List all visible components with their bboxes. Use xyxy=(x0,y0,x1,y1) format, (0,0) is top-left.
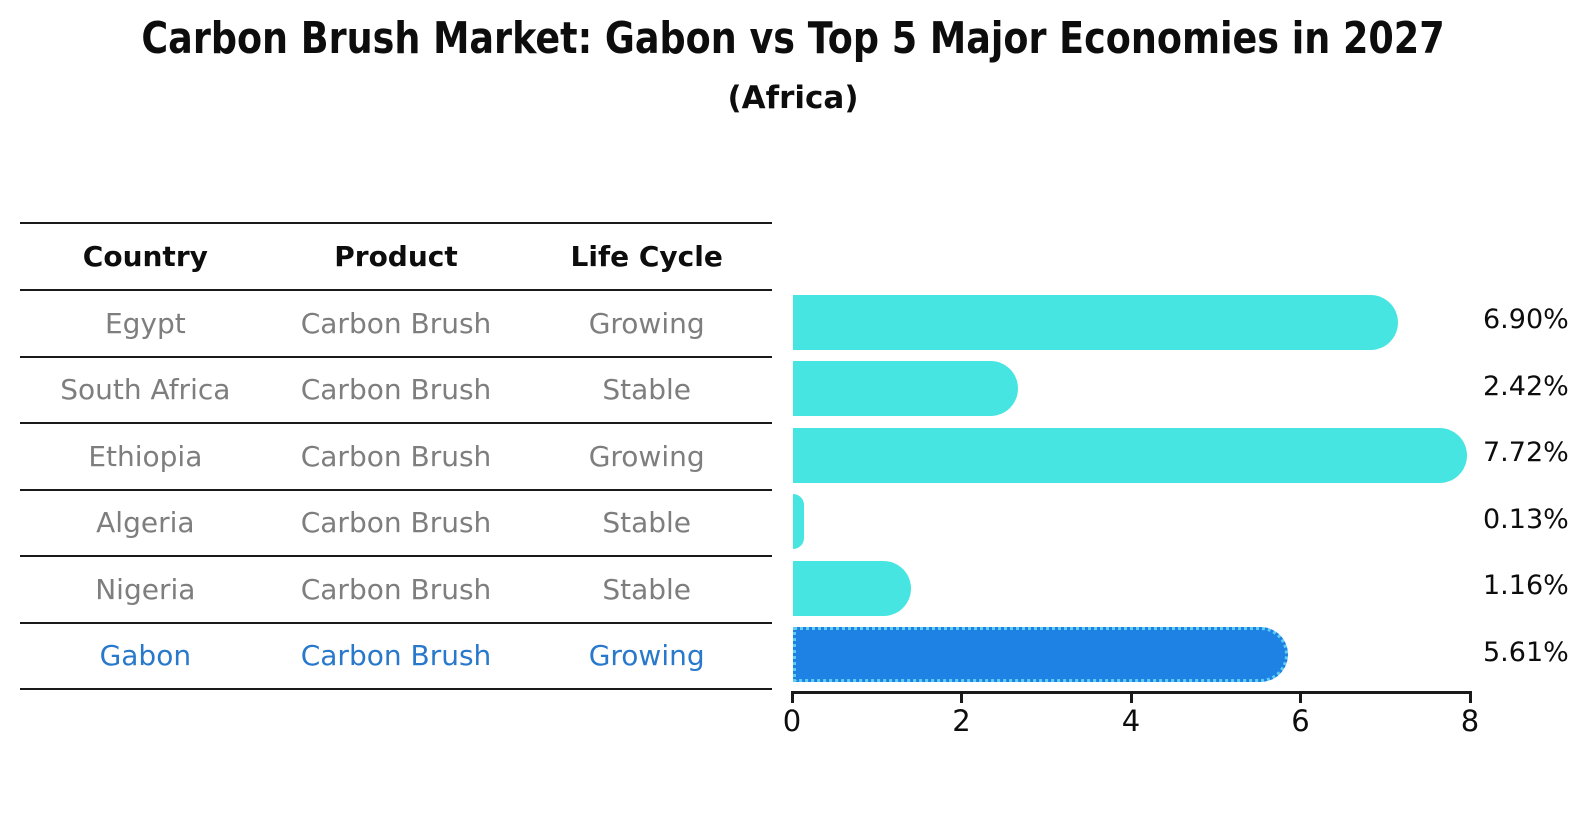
table-body: Egypt Carbon Brush Growing South Africa Carb… xyxy=(20,291,772,690)
table-cell-country: Gabon xyxy=(99,639,192,673)
x-tick-mark xyxy=(1299,691,1302,703)
column-header-product: Product xyxy=(334,240,458,273)
bar-algeria xyxy=(793,494,805,550)
table-row: Nigeria Carbon Brush Stable xyxy=(20,557,772,624)
table-cell-life-cycle: Growing xyxy=(588,439,705,473)
bar-ethiopia xyxy=(793,427,1468,483)
comparison-table: Country Product Life Cycle Egypt Carbon B… xyxy=(20,222,772,690)
table-cell-product: Carbon Brush xyxy=(300,572,492,606)
table-row: Egypt Carbon Brush Growing xyxy=(20,291,772,358)
table-row: Algeria Carbon Brush Stable xyxy=(20,491,772,557)
bar-value-label: 1.16% xyxy=(1483,570,1569,602)
x-tick-mark xyxy=(1129,691,1133,703)
x-tick-mark xyxy=(790,691,794,703)
page-subtitle: (Africa) xyxy=(727,80,859,116)
x-tick-mark xyxy=(1468,691,1472,703)
table-cell-country: South Africa xyxy=(60,373,231,407)
x-tick-label: 4 xyxy=(1121,704,1141,738)
bar-value-label: 5.61% xyxy=(1483,636,1569,668)
x-tick-label: 8 xyxy=(1460,704,1480,738)
bar-value-label: 0.13% xyxy=(1483,503,1569,535)
table-cell-life-cycle: Stable xyxy=(602,506,692,540)
table-row: South Africa Carbon Brush Stable xyxy=(20,358,772,424)
column-header-life-cycle: Life Cycle xyxy=(570,240,723,273)
table-cell-product: Carbon Brush xyxy=(300,373,492,407)
table-cell-country: Nigeria xyxy=(95,572,196,606)
table-cell-product: Carbon Brush xyxy=(300,506,492,540)
bar-value-label: 2.42% xyxy=(1483,370,1569,402)
table-cell-country: Egypt xyxy=(104,306,186,340)
table-cell-life-cycle: Stable xyxy=(602,373,692,407)
table-cell-product: Carbon Brush xyxy=(300,439,492,473)
column-header-country: Country xyxy=(82,240,208,273)
table-cell-country: Algeria xyxy=(96,506,195,540)
table-row: Ethiopia Carbon Brush Growing xyxy=(20,424,772,491)
x-tick-mark xyxy=(960,691,963,703)
x-tick-label: 0 xyxy=(782,704,802,738)
page-title: Carbon Brush Market: Gabon vs Top 5 Majo… xyxy=(141,13,1445,64)
bar-value-label: 7.72% xyxy=(1483,437,1569,469)
table-cell-life-cycle: Growing xyxy=(588,306,705,340)
x-tick-label: 2 xyxy=(952,704,971,738)
bar-nigeria xyxy=(793,560,912,616)
table-cell-life-cycle: Growing xyxy=(588,639,705,673)
table-row: Gabon Carbon Brush Growing xyxy=(20,624,772,690)
bar-south-africa xyxy=(793,361,1019,417)
bar-value-label: 6.90% xyxy=(1483,304,1569,336)
table-header-row: Country Product Life Cycle xyxy=(20,224,772,291)
table-cell-product: Carbon Brush xyxy=(300,639,492,673)
x-tick-label: 6 xyxy=(1291,704,1310,738)
bar-egypt xyxy=(793,294,1398,350)
table-cell-product: Carbon Brush xyxy=(300,306,492,340)
bar-highlight-gabon xyxy=(793,627,1289,683)
table-cell-country: Ethiopia xyxy=(88,439,203,473)
table-cell-life-cycle: Stable xyxy=(602,572,692,606)
